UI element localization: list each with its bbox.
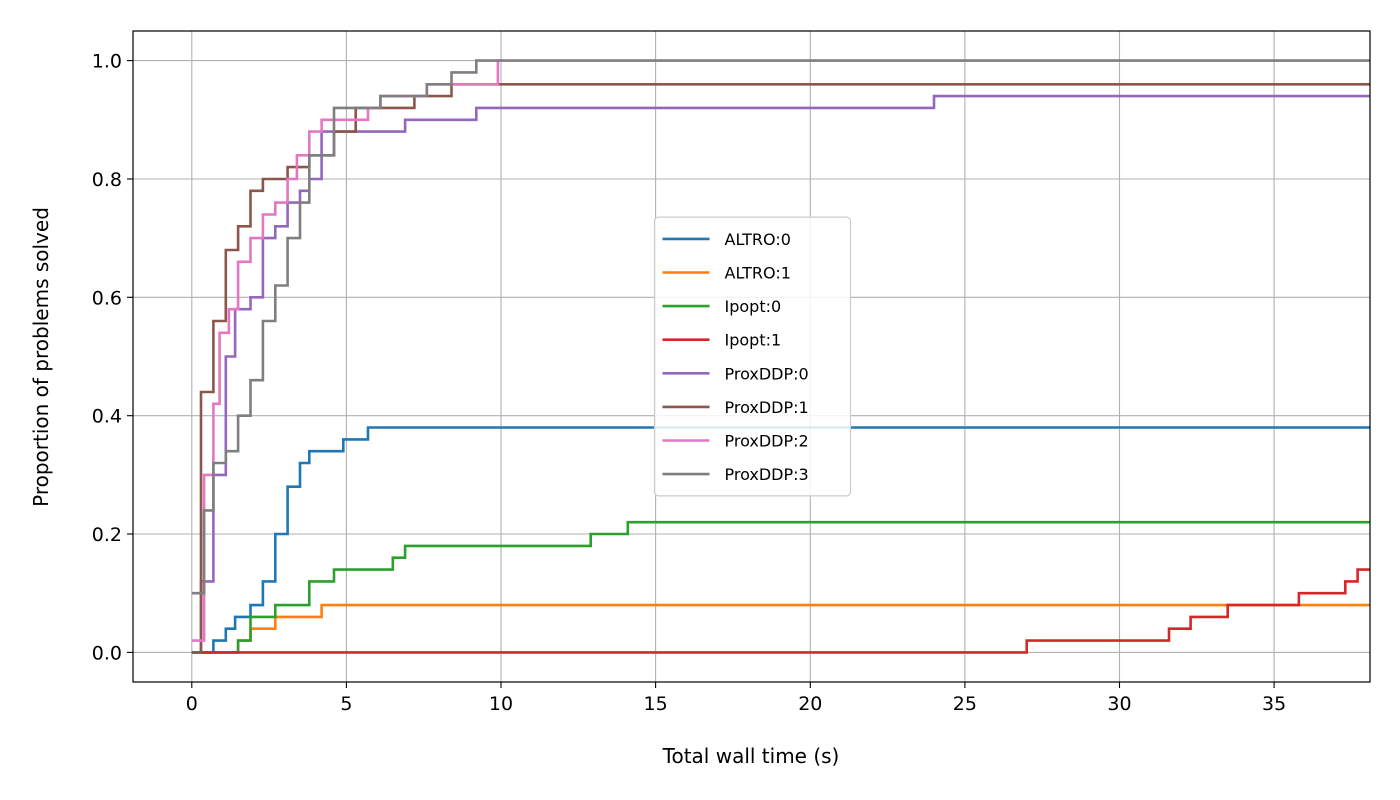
legend-entry-ipopt-0: Ipopt:0: [662, 297, 782, 316]
series-line-proxddp-3: [191, 59, 1370, 595]
legend-entry-proxddp-2: ProxDDP:2: [662, 432, 809, 451]
y-tick-label: 0.8: [92, 169, 122, 191]
legend-label: ALTRO:1: [725, 264, 791, 283]
y-axis-label: Proportion of problems solved: [29, 207, 53, 507]
legend-label: Ipopt:1: [725, 331, 782, 350]
y-tick-label: 0.0: [92, 642, 122, 664]
series-line-ipopt-1: [191, 568, 1370, 654]
series-lines: [191, 59, 1370, 654]
x-tick-label: 35: [1262, 693, 1286, 715]
series-line-proxddp-0: [191, 94, 1370, 654]
legend-label: ALTRO:0: [725, 230, 791, 249]
legend-label: ProxDDP:1: [725, 398, 809, 417]
x-tick-label: 0: [186, 693, 198, 715]
legend-entry-altro-0: ALTRO:0: [662, 230, 791, 249]
x-tick-label: 30: [1107, 693, 1131, 715]
axis-ticks: 0 5 10 15 20 25 30 35 0.0 0.2 0.4 0.6 0.8 1.0: [92, 51, 1286, 715]
legend-label: ProxDDP:2: [725, 432, 809, 451]
x-tick-label: 25: [953, 693, 977, 715]
legend-frame: [653, 216, 852, 497]
x-tick-label: 15: [644, 693, 668, 715]
y-tick-label: 0.2: [92, 524, 122, 546]
y-tick-label: 0.6: [92, 287, 122, 309]
legend-label: ProxDDP:0: [725, 364, 809, 383]
legend-entry-proxddp-0: ProxDDP:0: [662, 364, 809, 383]
legend-entry-ipopt-1: Ipopt:1: [662, 331, 782, 350]
legend-entry-proxddp-1: ProxDDP:1: [662, 398, 809, 417]
legend-label: Ipopt:0: [725, 297, 782, 316]
y-tick-label: 1.0: [92, 51, 122, 73]
legend-entry-proxddp-3: ProxDDP:3: [662, 465, 809, 484]
x-tick-label: 20: [798, 693, 822, 715]
legend: ALTRO:0 ALTRO:1 Ipopt:0 Ipopt:1 ProxDDP:0 Pro…: [653, 216, 852, 497]
legend-label: ProxDDP:3: [725, 465, 809, 484]
x-axis-label: Total wall time (s): [662, 744, 840, 768]
legend-entry-altro-1: ALTRO:1: [662, 264, 791, 283]
plot-frame: [132, 30, 1371, 683]
series-line-altro-0: [191, 426, 1370, 654]
series-line-ipopt-0: [191, 520, 1370, 654]
x-tick-label: 10: [489, 693, 513, 715]
y-tick-label: 0.4: [92, 406, 122, 428]
x-tick-label: 5: [340, 693, 352, 715]
